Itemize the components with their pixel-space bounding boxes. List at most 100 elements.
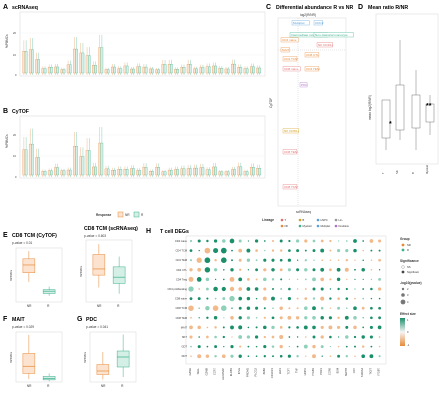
h-dot [223,345,225,348]
h-dot [287,354,291,358]
box-mark [79,156,82,176]
panel-b-ylabel: %PBMCs [5,134,9,148]
box-mark [155,69,158,74]
h-dot [362,326,365,329]
h-dot [345,259,348,262]
box-mark [119,169,123,176]
box-mark [43,68,47,74]
box-mark [47,67,51,74]
h-dot [305,355,307,357]
c-label-box [304,52,320,58]
significance-legend-title: Significance [400,259,419,263]
c-label: CD4 TCM [284,57,298,61]
h-dot [304,259,307,262]
h-dot [205,287,209,291]
lineage-item: HSPC [321,218,328,222]
h-col-label: ITGB1 [311,367,315,375]
h-dot [296,278,299,281]
box-mark [212,65,215,74]
h-dot [214,259,217,262]
box-mark [195,167,198,176]
h-dot [271,335,275,339]
h-dot [255,316,258,319]
box-body [42,376,56,381]
h-dot [212,305,219,312]
lineage-dot [316,224,320,228]
panel-c-xlabel: scRNAseq [296,210,311,214]
h-dot [246,258,251,262]
box-mark [237,67,240,74]
lineage-dot [334,224,338,228]
h-dot [206,335,209,339]
box-mark [180,168,184,176]
box-mark [69,169,72,176]
small-box-plots: NR R %PBMCs NR R %PBMCs NR R %PBMCs NR R %PBMCs [9,239,137,388]
h-dot [346,307,348,309]
h-dot [271,325,275,330]
box-mark [41,68,45,74]
h-dot [214,335,217,339]
box-mark [224,171,228,176]
h-dot [312,287,316,291]
h-dot [287,315,292,320]
h-dot [271,258,275,262]
panel-g-title: PDC [86,317,97,323]
h-dot [222,326,225,329]
effect-legend-0: 0 [407,330,409,334]
h-dot [329,355,332,357]
box-mark [88,150,91,176]
h-dot [354,278,356,281]
box-mark [54,66,57,74]
c-label: NK CD56+ [284,129,299,133]
h-dot [189,268,193,272]
h-dot [238,258,242,262]
h-dot [370,269,373,271]
box-mark [167,64,171,74]
d-box [381,99,391,139]
box-mark [212,166,215,176]
h-dot [329,346,331,348]
box-mark [250,66,253,74]
h-dot [312,249,316,253]
box-body [92,254,106,276]
box-mark [144,166,148,176]
h-col-label: PRF1 [319,367,323,374]
h-dot [361,335,365,339]
h-dot [345,325,349,329]
h-dot [254,335,259,339]
panel-f-letter: F [3,316,8,323]
box-body [22,258,36,273]
effect-legend-title: Effect size [400,312,416,316]
box-mark [176,69,179,74]
box-mark [47,170,51,176]
h-dot [188,286,194,292]
h-col-label: ALOX5AP [221,368,225,380]
d-box [425,103,435,123]
h-dot [247,240,250,242]
significance-ns: NS [407,265,411,269]
c-label: CD4 TEM [306,67,320,71]
h-dot [361,268,365,272]
h-dot [370,297,373,300]
h-dot [296,297,299,300]
h-dot [271,249,275,252]
h-dot [279,335,284,339]
h-dot [329,335,332,339]
panel-e-pvalue: p-value = 0.01 [12,241,33,245]
c-label-box [282,184,298,190]
h-dot [288,307,291,310]
h-dot [362,278,364,280]
box-mark [136,170,139,176]
h-col-label: TNF [295,368,299,373]
h-dot [329,278,332,281]
panel-c-plot: Multiplet CDC2 Intermediate monocyteNon-cl… [277,17,354,207]
h-dot [362,297,365,300]
box-mark [243,171,247,176]
h-dot [353,239,357,243]
box-mark [193,167,196,176]
h-col-label: GZMA [188,368,192,376]
h-dot [204,257,211,264]
box-mark [22,149,26,176]
box-mark [245,171,249,176]
box-mark [220,171,224,176]
